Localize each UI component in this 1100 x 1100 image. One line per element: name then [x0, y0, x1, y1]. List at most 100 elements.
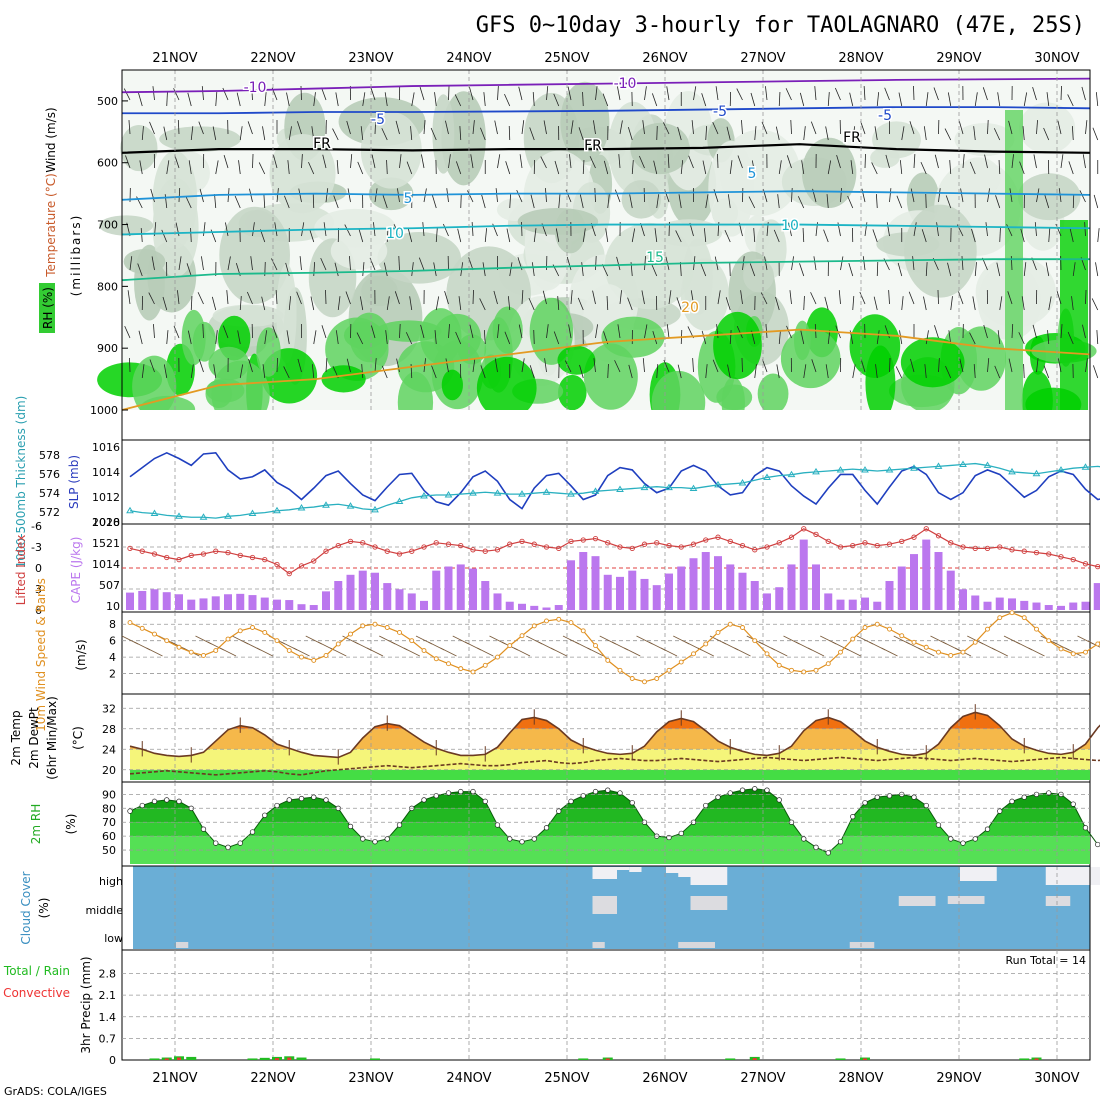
wind-barb: [286, 330, 290, 345]
lifted-index-point: [445, 541, 452, 547]
wind-barb: [712, 359, 719, 373]
cape-bar: [714, 556, 722, 610]
wind-barb: [311, 364, 315, 379]
lifted-index-label: Lifted Index: [14, 535, 28, 606]
wind-barb: [234, 195, 241, 209]
wind-barb: [595, 324, 598, 339]
bottom-day-label: 24NOV: [446, 1071, 491, 1086]
wind-speed-point: [1009, 610, 1015, 616]
wind-barb: [1021, 296, 1025, 311]
wind-barb: [374, 120, 377, 135]
wind-speed-point: [727, 621, 733, 627]
cape-bar: [542, 607, 551, 610]
cape-bar: [518, 603, 526, 610]
thickness-point: [322, 501, 330, 508]
precip-total-bar: [370, 1058, 380, 1060]
cape-bar: [493, 593, 502, 610]
wind-barb: [544, 358, 547, 373]
rh-point: [739, 787, 746, 793]
wind-barb: [729, 160, 733, 175]
lifted-index-point: [519, 538, 525, 545]
rh-point: [274, 802, 280, 809]
cape-bar: [1057, 605, 1065, 610]
slp-tick: 1016: [92, 441, 120, 454]
rh-moist-patch: [441, 369, 463, 401]
wind-barb: [998, 160, 1001, 175]
wind-barb: [287, 160, 290, 175]
top-day-label: 25NOV: [544, 51, 589, 66]
wind-barb: [1028, 647, 1045, 657]
lifted-index-point: [1070, 556, 1076, 563]
wind-barb: [864, 154, 866, 169]
wind-barb: [124, 325, 131, 339]
wind-barb: [262, 126, 266, 141]
wind-speed-point: [458, 666, 464, 672]
lifted-index-point: [764, 544, 770, 550]
wind-barb: [876, 330, 880, 345]
wind-barb: [386, 160, 388, 175]
rh-moist-patch: [321, 365, 366, 393]
cape-bar: [1081, 601, 1090, 610]
thickness-point: [983, 461, 992, 468]
wind-barb: [848, 262, 854, 277]
cape-bar: [579, 552, 588, 610]
wind-barb: [276, 358, 278, 373]
wind-barb: [422, 222, 425, 237]
wind-speed-point: [152, 631, 157, 637]
wind-barb: [786, 325, 792, 339]
wind-barb: [457, 228, 462, 243]
run-total: Run Total = 14: [1006, 954, 1087, 967]
wind-speed-point: [789, 667, 794, 673]
wind-barb: [469, 86, 474, 101]
wind-barb: [959, 358, 964, 373]
wind-barb: [215, 330, 218, 345]
wind-barb: [697, 647, 714, 657]
precip-convective-bar: [752, 1058, 757, 1060]
cape-bar: [554, 605, 563, 610]
rh-point: [298, 795, 305, 802]
wind-barb: [958, 291, 964, 305]
wind-barb: [983, 324, 988, 339]
wind-barb: [860, 358, 866, 373]
wind-barb: [1082, 324, 1086, 339]
wind-speed-point: [311, 657, 317, 663]
wind-speed-point: [850, 636, 856, 642]
wind-barb: [666, 86, 670, 101]
wind-barb: [361, 364, 364, 379]
wind-speed-point: [776, 662, 782, 668]
wind-barb: [836, 154, 841, 169]
wind-speed-point: [911, 639, 917, 645]
wind-barb: [886, 222, 890, 237]
wind-barb: [419, 86, 425, 101]
isotherm-20: [121, 328, 1091, 411]
bottom-day-label: 28NOV: [838, 1071, 883, 1086]
wind-speed-point: [985, 626, 990, 632]
wind-barb: [688, 155, 694, 169]
bottom-day-label: 29NOV: [936, 1071, 981, 1086]
wind-speed-point: [176, 644, 182, 650]
wind-barb: [705, 194, 709, 209]
wind-barb: [325, 188, 329, 203]
wind-barb: [803, 296, 805, 311]
wind-barb: [999, 228, 1001, 243]
wind-barb: [553, 93, 560, 107]
wind-barb: [455, 161, 462, 175]
thickness-point: [150, 509, 159, 517]
lifted-index-point: [494, 547, 501, 553]
wind-barb: [370, 87, 376, 101]
rh-point: [421, 797, 427, 803]
wind-speed-point: [678, 659, 684, 665]
wind-barb: [570, 120, 574, 135]
wind-barb: [445, 358, 449, 373]
wind-barb: [717, 154, 719, 169]
rh-point: [470, 788, 476, 795]
thickness-point: [175, 512, 183, 519]
wind-barb: [713, 189, 719, 203]
cape-bar: [628, 570, 637, 610]
wind-speed-point: [862, 625, 868, 630]
wind-barb: [127, 290, 131, 305]
wind-barb: [198, 359, 204, 373]
wind-barb: [385, 330, 388, 345]
wind-barb: [660, 647, 678, 657]
